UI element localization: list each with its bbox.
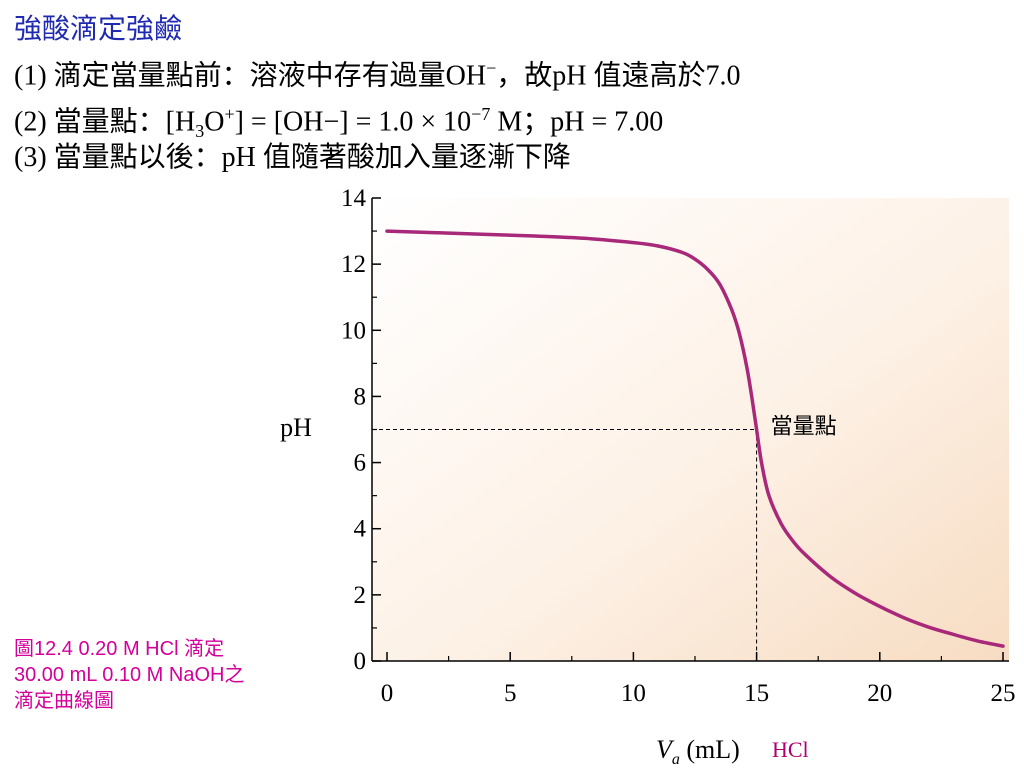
x-tick-label: 15 (744, 680, 769, 707)
point-2-sub: 3 (195, 120, 205, 141)
x-axis-subscript: a (672, 751, 680, 768)
y-tick-label: 12 (341, 251, 366, 278)
x-tick-label: 25 (991, 680, 1016, 707)
y-tick-label: 2 (354, 582, 367, 609)
y-tick-label: 10 (341, 317, 366, 344)
y-axis-label: pH (280, 413, 312, 442)
x-axis-reagent: HCl (772, 737, 809, 762)
point-2-part-a: (2) 當量點：[H (14, 106, 196, 138)
point-1-text: (1) 滴定當量點前：溶液中存有過量OH−，故pH 值遠高於7.0 (14, 50, 740, 94)
point-1-prefix: (1) 滴定當量點前：溶液中存有過量OH (14, 60, 487, 92)
y-tick-label: 8 (354, 383, 367, 410)
x-axis-var: V (656, 735, 675, 764)
x-tick-label: 5 (504, 680, 517, 707)
x-tick-label: 0 (381, 680, 394, 707)
caption-line-3: 滴定曲線圖 (14, 690, 114, 712)
figure-caption: 圖12.4 0.20 M HCl 滴定 30.00 mL 0.10 M NaOH… (14, 636, 244, 714)
point-2-part-b: O (204, 106, 225, 138)
point-1-minus: − (486, 58, 497, 78)
y-tick-label: 0 (354, 648, 367, 675)
point-2-part-d: M；pH = 7.00 (490, 106, 664, 138)
x-axis-unit: (mL) (680, 735, 740, 764)
x-tick-label: 20 (867, 680, 892, 707)
y-tick-label: 4 (354, 516, 367, 543)
x-tick-label: 10 (621, 680, 646, 707)
titration-curve (385, 229, 1005, 648)
x-axis-label: Va (mL) (656, 735, 740, 768)
caption-line-1: 圖12.4 0.20 M HCl 滴定 (14, 638, 225, 660)
point-3-text: (3) 當量點以後：pH 值隨著酸加入量逐漸下降 (14, 142, 571, 173)
point-2-part-c: ] = [OH−] = 1.0 × 10 (234, 106, 472, 138)
equivalence-point-label: 當量點 (771, 414, 837, 439)
slide-heading: 強酸滴定強鹼 (14, 14, 183, 45)
point-2-exponent: −7 (471, 104, 491, 124)
y-tick-label: 6 (354, 450, 367, 477)
caption-line-2: 30.00 mL 0.10 M NaOH之 (14, 664, 245, 686)
y-tick-label: 14 (341, 185, 367, 212)
point-2-text: (2) 當量點：[H3O+] = [OH−] = 1.0 × 10−7 M；pH… (14, 96, 663, 149)
point-2-plus: + (224, 104, 235, 124)
point-1-suffix: ，故pH 值遠高於7.0 (496, 60, 741, 92)
